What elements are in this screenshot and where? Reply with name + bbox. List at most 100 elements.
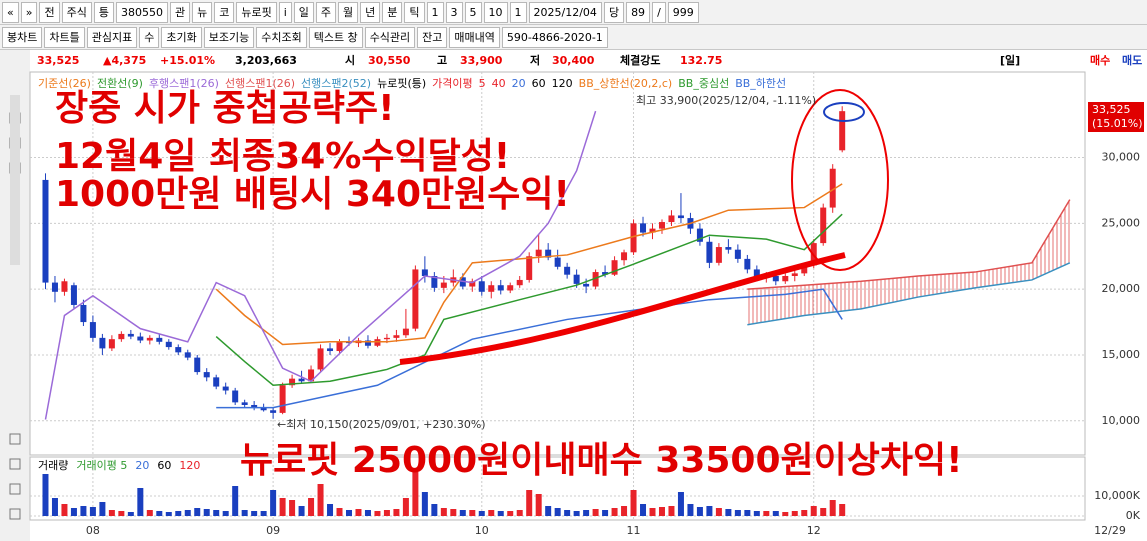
volume-bar: [336, 508, 343, 516]
candle-body: [516, 279, 523, 286]
toolbar-button[interactable]: 일: [293, 1, 314, 23]
toolbar-button[interactable]: 590-4866-2020-1: [501, 26, 608, 48]
toolbar-button[interactable]: 380550: [115, 1, 168, 23]
toolbar-button[interactable]: 틱: [404, 1, 425, 23]
toolbar-button[interactable]: 1: [509, 1, 527, 23]
toolbar-button[interactable]: 잔고: [417, 26, 448, 48]
volume-bar: [175, 511, 182, 516]
toolbar-button[interactable]: 년: [360, 1, 381, 23]
candle-body: [251, 404, 258, 408]
headline: 12월4일 최종34%수익달성!: [55, 136, 510, 177]
candle-body: [782, 276, 789, 282]
volume-bar: [687, 504, 694, 516]
toolbar-button[interactable]: 5: [464, 1, 482, 23]
candle-body: [308, 369, 315, 382]
volume-bar: [402, 498, 409, 516]
toolbar-button[interactable]: 2025/12/04: [528, 1, 602, 23]
info-text: ▲4,375: [103, 54, 146, 67]
x-tick-label: 09: [266, 524, 280, 537]
toolbar-button[interactable]: 차트틀: [44, 26, 85, 48]
toolbar-button[interactable]: «: [2, 1, 19, 23]
candle-body: [545, 249, 552, 258]
toolbar-button[interactable]: 월: [338, 1, 359, 23]
candle-body: [61, 281, 68, 292]
indicator-line: [44, 110, 597, 420]
toolbar-button[interactable]: 3: [445, 1, 463, 23]
toolbar-button[interactable]: 보조기능: [203, 26, 255, 48]
info-text: 30,400: [552, 54, 595, 67]
volume-bar: [839, 504, 846, 516]
toolbar-button[interactable]: 텍스트 창: [308, 26, 363, 48]
volume-bar: [810, 506, 817, 516]
candle-body: [564, 266, 571, 275]
legend-label: 5: [479, 77, 486, 90]
x-tick-label: 11: [627, 524, 641, 537]
toolbar-button[interactable]: 1: [426, 1, 444, 23]
toolbar-button[interactable]: 매매내역: [449, 26, 500, 48]
candle-body: [440, 282, 447, 288]
candle-body: [222, 386, 229, 391]
volume-bar: [535, 494, 542, 516]
info-text: 33,525: [37, 54, 79, 67]
toolbar-button[interactable]: 뉴로핏: [236, 1, 277, 23]
info-text: 시: [345, 54, 355, 67]
volume-bar: [184, 510, 191, 516]
candle-body: [137, 336, 144, 341]
toolbar-button[interactable]: 관: [169, 1, 191, 23]
indicator-line: [747, 262, 1071, 326]
headline: 장중 시가 중첩공략주!: [55, 88, 395, 129]
toolbar-button[interactable]: i: [278, 1, 292, 23]
toolbar-button[interactable]: 999: [667, 1, 699, 23]
volume-bar: [715, 508, 722, 516]
candle-body: [583, 283, 590, 287]
candle-body: [393, 335, 400, 338]
indicator-line: [215, 213, 843, 387]
toolbar-button[interactable]: 분: [382, 1, 403, 23]
candle-body: [279, 385, 286, 413]
legend-label: 120: [179, 459, 200, 472]
candle-body: [289, 378, 296, 386]
candle-body: [260, 407, 267, 411]
toolbar-button[interactable]: 틍: [93, 1, 114, 23]
candle-body: [573, 274, 580, 284]
toolbar-button[interactable]: 주식: [61, 1, 92, 23]
candle-body: [203, 372, 210, 378]
volume-bar: [222, 511, 229, 516]
legend-label: 40: [492, 77, 506, 90]
toolbar-button[interactable]: 89: [626, 1, 651, 23]
headline: 뉴로핏 25000원이내매수 33500원이상차익!: [240, 440, 963, 481]
toolbar-button[interactable]: 수치조회: [256, 26, 307, 48]
candle-body: [772, 276, 779, 282]
toolbar-button[interactable]: 뉴: [192, 1, 213, 23]
toolbar-button[interactable]: 당: [603, 1, 625, 23]
toolbar-button[interactable]: 10: [483, 1, 508, 23]
volume-bar: [51, 498, 58, 516]
toolbar-button[interactable]: 코: [214, 1, 235, 23]
price-tag: 33,525: [1092, 103, 1131, 116]
toolbar-button[interactable]: 봉차트: [2, 26, 43, 48]
toolbar-button[interactable]: 주: [315, 1, 337, 23]
candle-body: [640, 223, 647, 233]
toolbar-button[interactable]: 관심지표: [86, 26, 138, 48]
candle-body: [602, 272, 609, 275]
volume-bar: [412, 472, 419, 516]
candle-body: [630, 223, 637, 253]
toolbar-2: 봉차트 차트틀 관심지표 수 초기화 보조기능 수치조회 텍스트 창 수식관리 잔고 매매내역 590…: [0, 25, 1147, 50]
toolbar-button[interactable]: /: [652, 1, 666, 23]
volume-bar: [450, 509, 457, 516]
candle-body: [327, 348, 334, 352]
volume-bar: [89, 507, 96, 516]
toolbar-button[interactable]: »: [20, 1, 38, 23]
toolbar-button[interactable]: 수식관리: [364, 26, 416, 48]
volume-bar: [564, 510, 571, 516]
toolbar-button[interactable]: 초기화: [161, 26, 202, 48]
toolbar-button[interactable]: 수: [139, 26, 160, 48]
candle-body: [51, 282, 58, 292]
toolbar-button[interactable]: 전: [39, 1, 60, 23]
price-annotation: 최고 33,900(2025/12/04, -1.11%): [636, 94, 816, 107]
volume-bar: [469, 510, 476, 516]
legend-label: 20: [135, 459, 149, 472]
volume-bar: [213, 510, 220, 516]
volume-bar: [706, 506, 713, 516]
